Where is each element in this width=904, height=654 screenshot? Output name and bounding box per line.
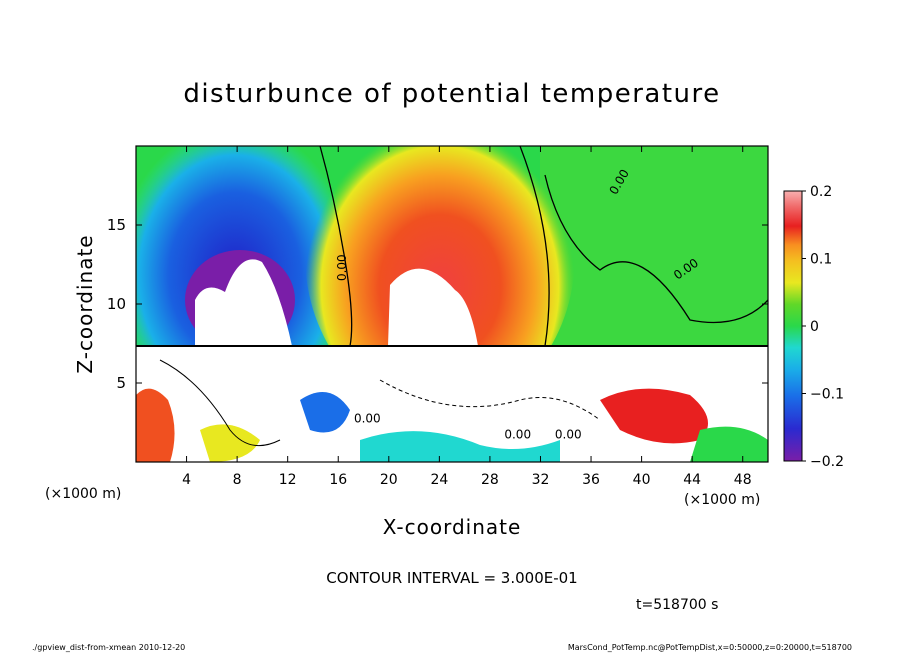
x-unit-label: (×1000 m) xyxy=(684,492,760,508)
y-axis-ticks: 5 10 15 xyxy=(107,216,768,392)
footer-left: ./gpview_dist-from-xmean 2010-12-20 xyxy=(32,643,185,652)
x-tick-label: 36 xyxy=(582,472,600,488)
x-tick-label: 20 xyxy=(380,472,398,488)
negative-anomaly-white xyxy=(195,259,292,346)
colorbar-tick-label: 0.2 xyxy=(810,184,832,200)
heatmap-right-zero-field xyxy=(540,146,768,346)
x-tick-label: 48 xyxy=(734,472,752,488)
lower-layer-blobs-cyan xyxy=(360,431,560,462)
contour-label: 0.00 xyxy=(555,427,582,441)
x-tick-label: 4 xyxy=(182,472,191,488)
y-axis-label: Z-coordinate xyxy=(73,234,97,373)
footer-right: MarsCond_PotTemp.nc@PotTempDist,x=0:5000… xyxy=(568,643,852,652)
y-tick-label: 5 xyxy=(116,374,126,392)
colorbar-tick-label: −0.2 xyxy=(810,454,844,470)
contour-line-zero-2 xyxy=(544,174,768,324)
y-tick-label: 10 xyxy=(107,295,126,313)
y-tick-label: 15 xyxy=(107,216,126,234)
lower-layer-blobs-yellow xyxy=(200,424,260,462)
x-tick-label: 32 xyxy=(532,472,550,488)
chart-title: disturbunce of potential temperature xyxy=(183,79,720,109)
time-label: t=518700 s xyxy=(636,597,718,613)
x-axis-label: X-coordinate xyxy=(383,515,522,539)
x-tick-label: 12 xyxy=(279,472,297,488)
colorbar-tick-label: 0 xyxy=(810,319,819,335)
contour-interval-text: CONTOUR INTERVAL = 3.000E-01 xyxy=(326,569,577,587)
x-tick-label: 24 xyxy=(430,472,448,488)
colorbar xyxy=(783,190,803,462)
x-tick-label: 44 xyxy=(683,472,701,488)
colorbar-ticks: 0.2 0.1 0 −0.1 −0.2 xyxy=(802,184,844,470)
x-tick-label: 16 xyxy=(329,472,347,488)
contour-lower-2 xyxy=(379,379,601,421)
contour-label: 0.00 xyxy=(335,254,349,281)
lower-layer-blobs-green xyxy=(690,426,768,462)
contour-label: 0.00 xyxy=(354,412,381,426)
positive-anomaly-white xyxy=(388,268,478,346)
contour-line-zero-1 xyxy=(319,146,353,347)
colorbar-tick-label: 0.1 xyxy=(810,252,832,268)
lower-layer-blobs-left xyxy=(136,388,175,462)
heatmap-area xyxy=(136,146,768,462)
x-tick-label: 40 xyxy=(633,472,651,488)
contour-lower-1 xyxy=(159,359,281,447)
contour-line-zero-3 xyxy=(519,146,550,347)
lower-layer-blobs-blue xyxy=(300,392,350,433)
contour-label: 0.00 xyxy=(504,427,531,441)
y-unit-label: (×1000 m) xyxy=(45,486,121,502)
colorbar-tick-label: −0.1 xyxy=(810,387,844,403)
lower-layer-blobs-red xyxy=(600,388,708,444)
x-axis-ticks: 4 8 12 16 20 24 28 32 36 40 44 48 xyxy=(182,146,752,488)
x-tick-label: 28 xyxy=(481,472,499,488)
x-tick-label: 8 xyxy=(233,472,242,488)
